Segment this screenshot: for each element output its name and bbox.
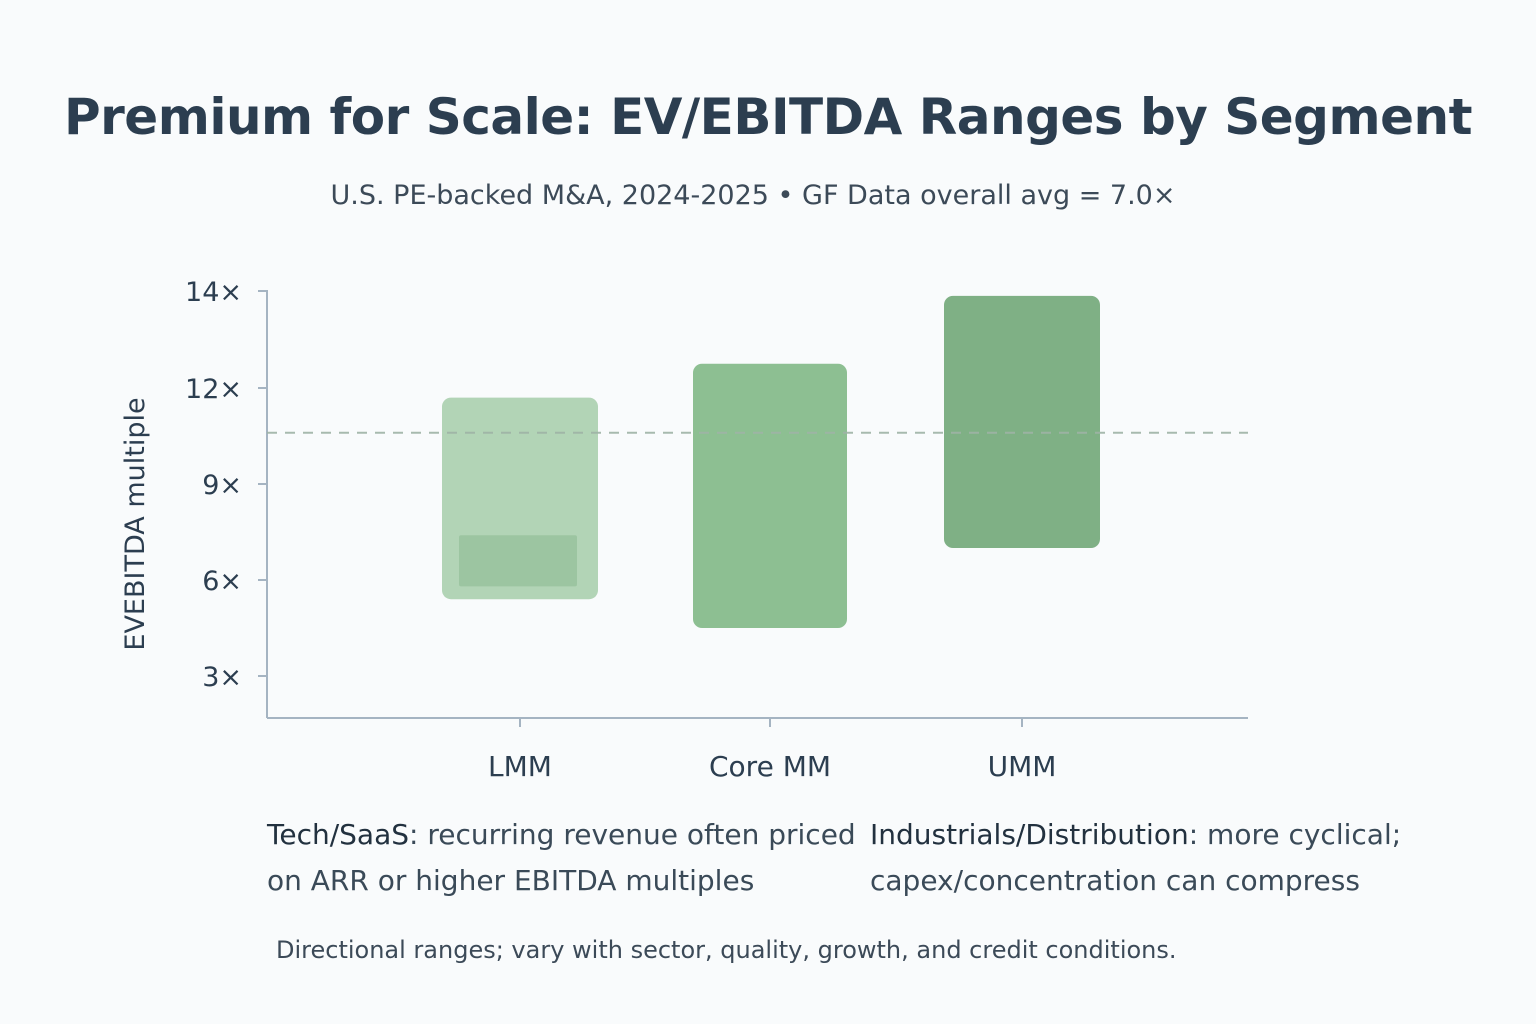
note-industrials-text: : more cyclical; capex/concentration can… — [870, 818, 1402, 897]
note-industrials-keyword: Industrials/Distribution — [870, 818, 1189, 851]
y-tick-label: 6× — [202, 566, 242, 597]
range-bar-core-mm — [693, 363, 847, 628]
range-bar-inner-lmm — [459, 535, 577, 587]
note-industrials: Industrials/Distribution: more cyclical;… — [870, 812, 1430, 904]
note-tech-saas: Tech/SaaS: recurring revenue often price… — [267, 812, 857, 904]
x-tick-label: UMM — [988, 750, 1057, 783]
y-tick-label: 3× — [202, 662, 242, 693]
chart-subtitle: U.S. PE-backed M&A, 2024-2025 • GF Data … — [330, 180, 1176, 211]
range-bar-umm — [944, 295, 1100, 548]
y-tick-label: 12× — [185, 374, 242, 405]
chart-title: Premium for Scale: EV/EBITDA Ranges by S… — [64, 88, 1472, 146]
y-tick-label: 9× — [202, 470, 242, 501]
x-tick-label: Core MM — [709, 750, 831, 783]
y-tick-label: 14× — [185, 277, 242, 308]
note-tech-saas-text: : recurring revenue often priced on ARR … — [267, 818, 856, 897]
footnote: Directional ranges; vary with sector, qu… — [276, 936, 1177, 964]
x-tick-label: LMM — [488, 750, 552, 783]
y-axis-title: EVEBITDA multiple — [120, 397, 151, 650]
note-tech-saas-keyword: Tech/SaaS — [267, 818, 410, 851]
